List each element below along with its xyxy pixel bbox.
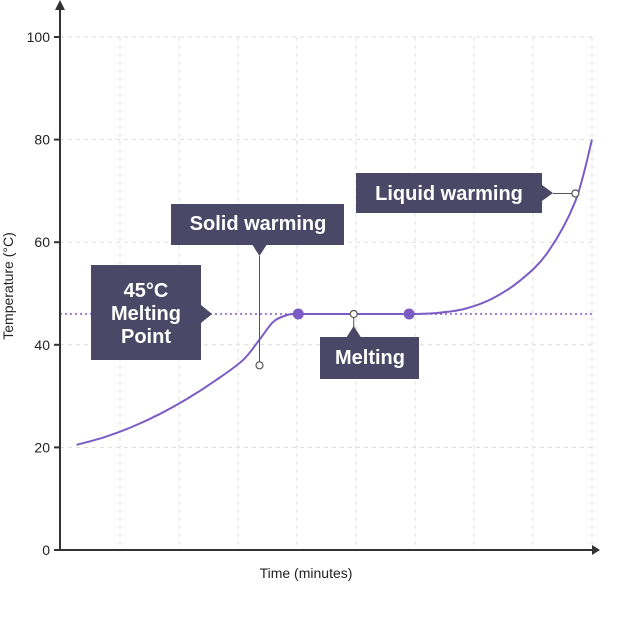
y-tick-label: 60 <box>34 234 50 250</box>
phase-change-marker <box>292 308 304 320</box>
temperature-curve <box>76 139 593 446</box>
x-axis-label: Time (minutes) <box>260 565 353 581</box>
melting-point-label-line: Point <box>121 326 171 348</box>
x-axis-arrow <box>592 545 600 555</box>
y-tick-label: 100 <box>27 29 51 45</box>
y-axis-label: Temperature (°C) <box>0 232 16 340</box>
liquid-warming-label: Liquid warming <box>375 183 523 205</box>
y-tick-label: 80 <box>34 132 50 148</box>
annotation-point <box>255 361 264 370</box>
melting-point-label-box <box>91 265 201 360</box>
axes <box>55 0 600 555</box>
phase-markers <box>292 308 415 320</box>
melting-point-pointer <box>201 305 212 324</box>
melting-label: Melting <box>335 347 405 369</box>
y-axis-arrow <box>55 0 65 10</box>
melting-pointer <box>346 326 361 337</box>
liquid-warming-pointer <box>542 185 553 201</box>
annotation-point <box>571 189 580 198</box>
melting-label-box <box>320 337 419 379</box>
melting-point-label-line: Melting <box>111 303 181 325</box>
y-ticks: 0 20 40 60 80 100 <box>27 29 60 558</box>
solid-warming-pointer <box>252 245 267 256</box>
annotation-point <box>349 309 358 319</box>
phase-change-marker <box>403 308 415 320</box>
liquid-warming-label-box <box>356 173 542 213</box>
y-tick-label: 20 <box>34 439 50 455</box>
melting-point-label-line: 45°C <box>124 280 169 302</box>
solid-warming-label-box <box>171 204 344 245</box>
y-tick-label: 0 <box>42 542 50 558</box>
solid-warming-label: Solid warming <box>190 213 327 235</box>
y-tick-label: 40 <box>34 337 50 353</box>
